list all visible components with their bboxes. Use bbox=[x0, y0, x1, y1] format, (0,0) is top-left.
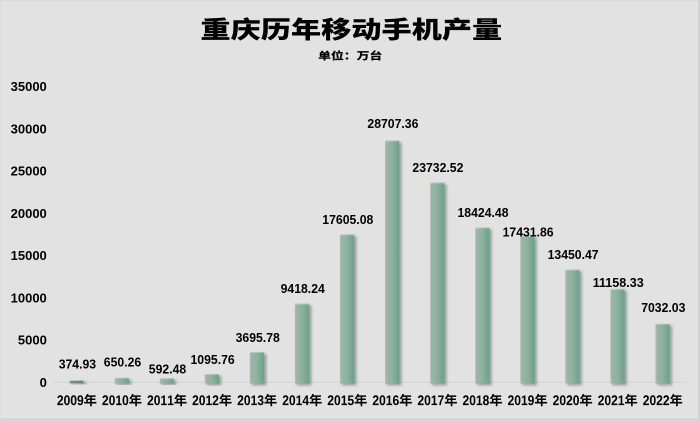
svg-text:25000: 25000 bbox=[11, 164, 47, 179]
svg-text:17605.08: 17605.08 bbox=[322, 212, 373, 227]
svg-text:17431.86: 17431.86 bbox=[503, 225, 554, 240]
svg-text:592.48: 592.48 bbox=[149, 362, 186, 377]
svg-text:3695.78: 3695.78 bbox=[236, 330, 280, 345]
svg-text:0: 0 bbox=[40, 375, 47, 390]
svg-text:5000: 5000 bbox=[18, 333, 47, 348]
svg-text:30000: 30000 bbox=[11, 121, 47, 136]
svg-text:11158.33: 11158.33 bbox=[593, 275, 644, 290]
svg-text:35000: 35000 bbox=[11, 79, 47, 94]
svg-text:7032.03: 7032.03 bbox=[641, 300, 685, 315]
svg-text:9418.24: 9418.24 bbox=[281, 281, 326, 296]
svg-text:13450.47: 13450.47 bbox=[548, 247, 599, 262]
svg-text:650.26: 650.26 bbox=[104, 355, 141, 370]
svg-text:28707.36: 28707.36 bbox=[367, 116, 418, 131]
svg-text:374.93: 374.93 bbox=[59, 357, 96, 372]
svg-text:15000: 15000 bbox=[11, 248, 47, 263]
svg-text:23732.52: 23732.52 bbox=[412, 160, 463, 175]
svg-text:20000: 20000 bbox=[11, 206, 47, 221]
svg-text:18424.48: 18424.48 bbox=[458, 205, 509, 220]
svg-text:1095.76: 1095.76 bbox=[191, 352, 235, 367]
svg-text:10000: 10000 bbox=[11, 290, 47, 305]
